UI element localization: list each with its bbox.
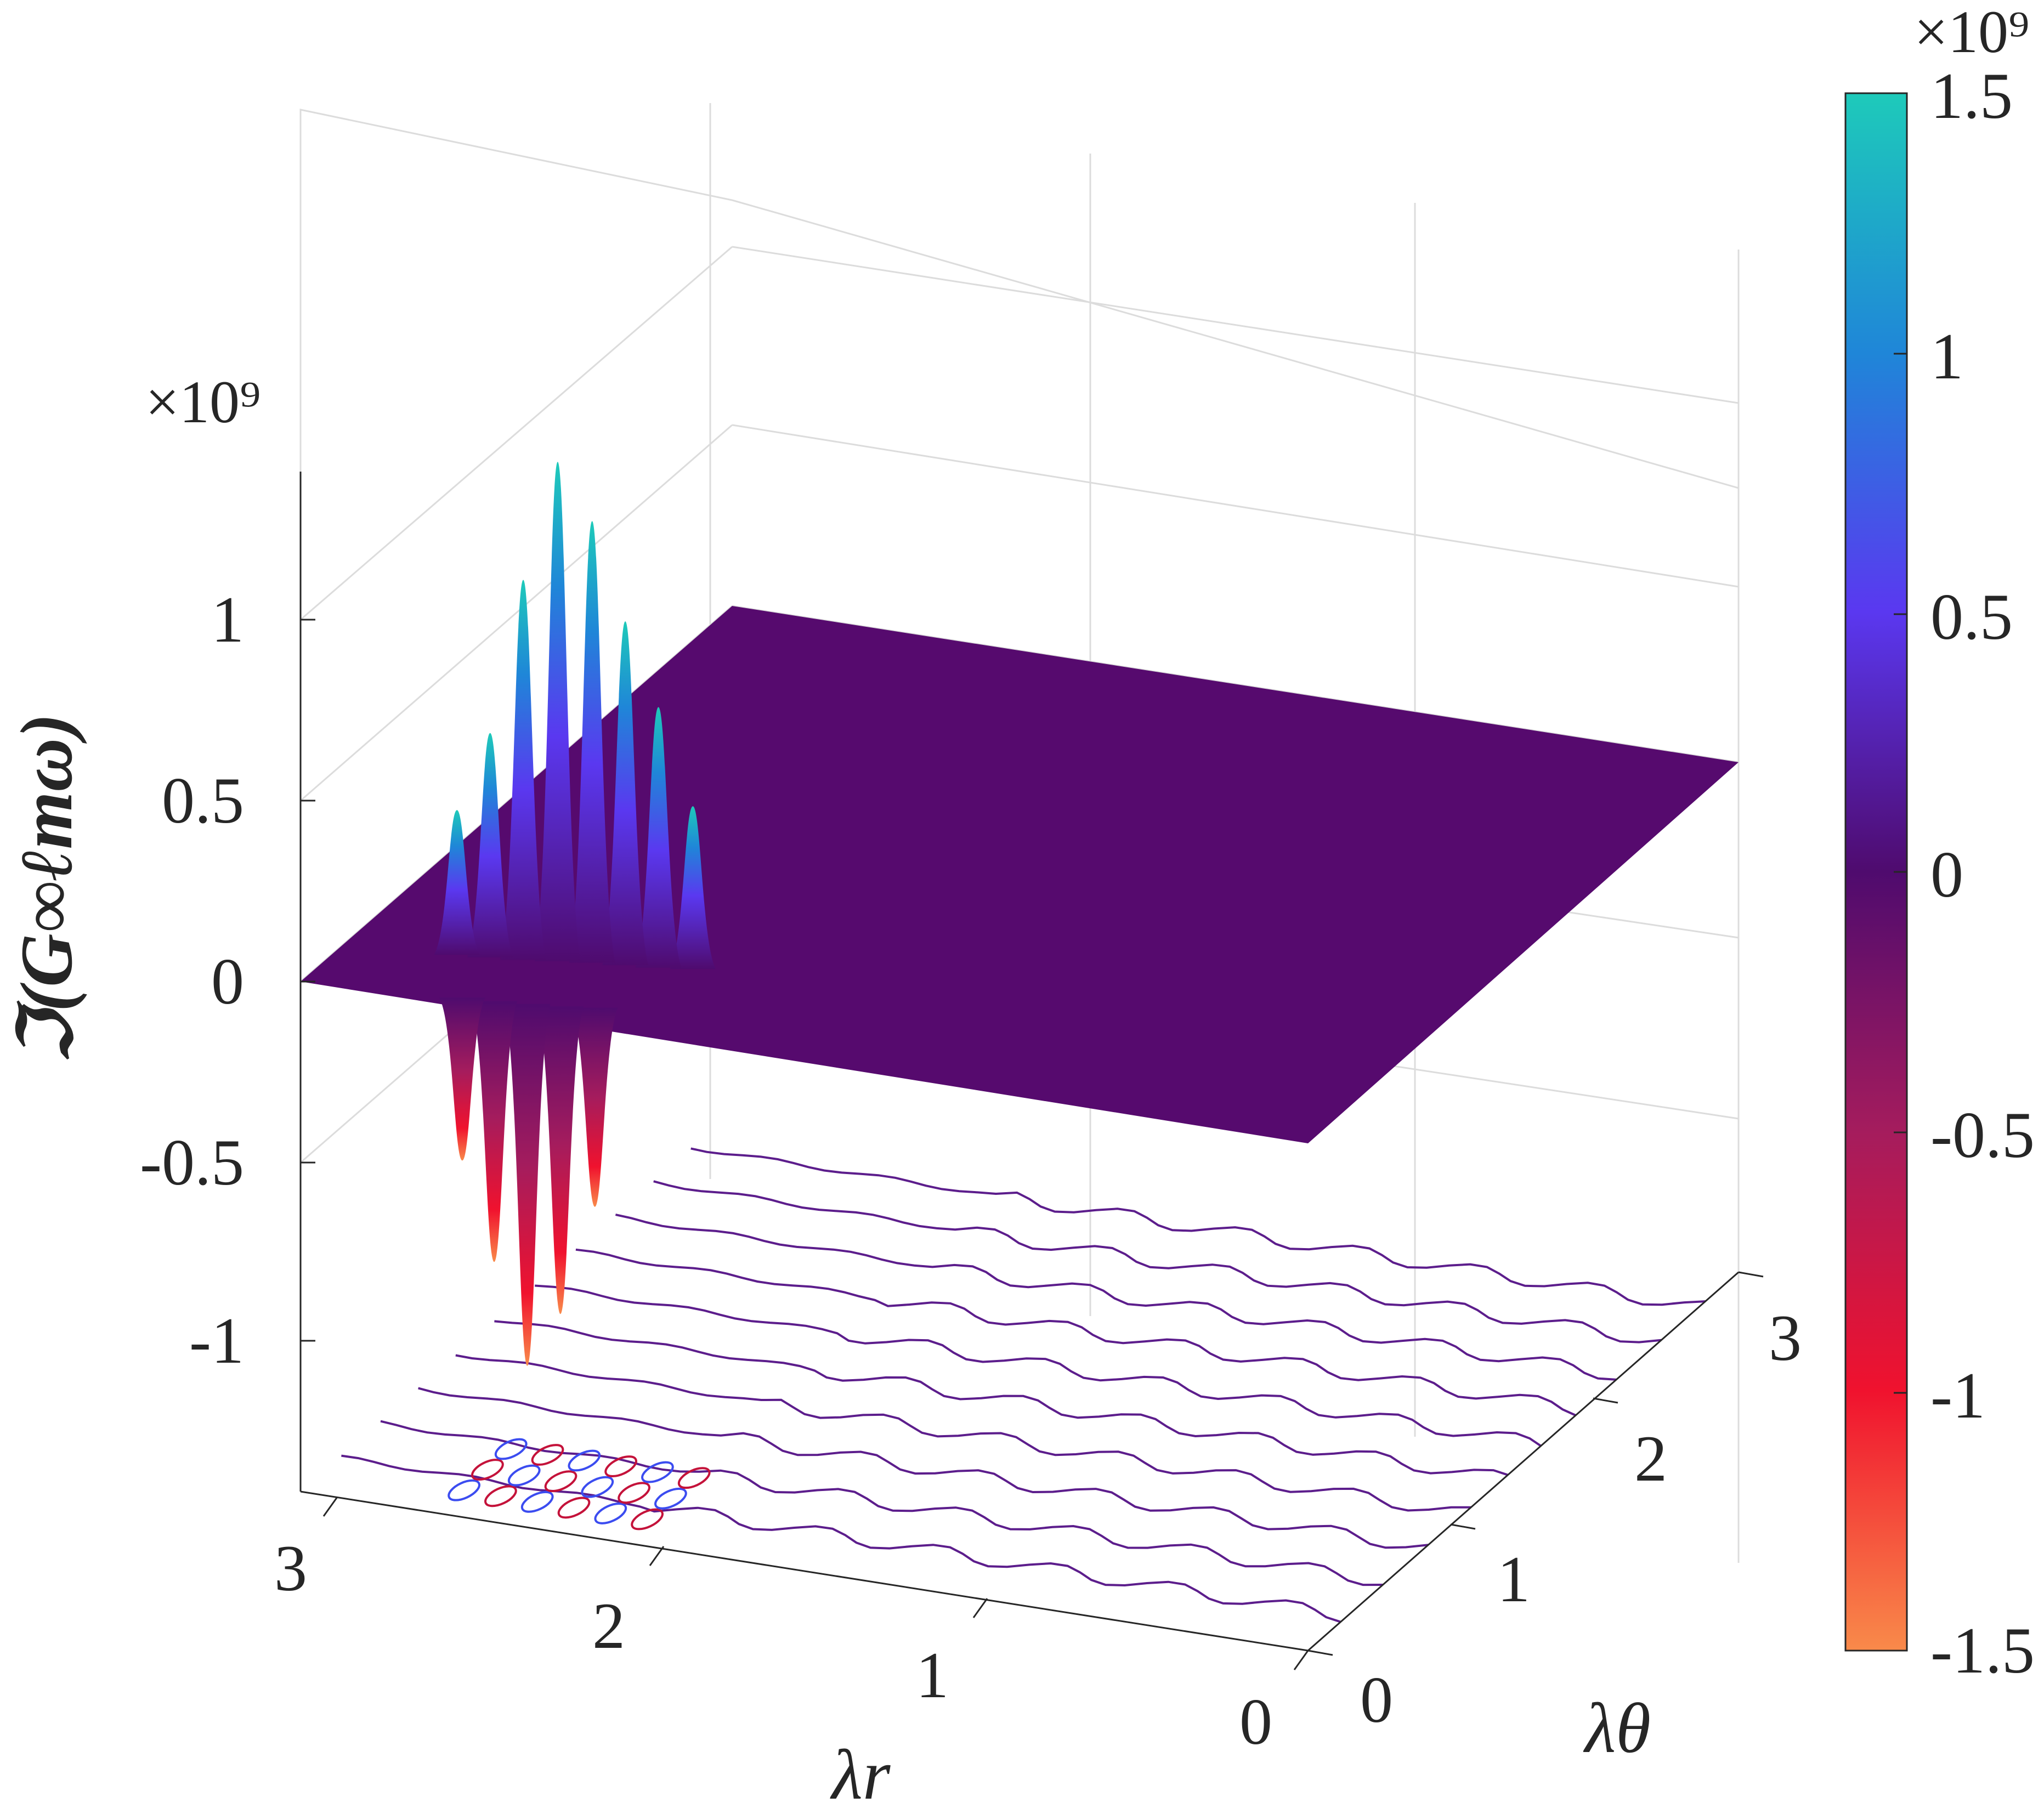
lambda-r-label: λr — [830, 1736, 891, 1814]
contour-ellipse — [594, 1502, 627, 1524]
contour-ellipse — [484, 1485, 517, 1507]
z-tick: 0 — [211, 945, 244, 1018]
contour-line — [653, 1180, 1662, 1344]
contour-ellipse — [507, 1464, 541, 1487]
z-axis-label: ℑ(G∞ℓmω) — [6, 713, 88, 1063]
contour-line — [535, 1284, 1542, 1447]
z-tick: 1 — [211, 583, 244, 656]
surface-trough — [571, 1007, 618, 1207]
z-tick: -0.5 — [140, 1126, 244, 1199]
z-tick: -1 — [189, 1304, 244, 1377]
contour-ellipse — [471, 1459, 504, 1481]
lambda-theta-tick: 1 — [1497, 1543, 1530, 1615]
contour-ellipse — [568, 1449, 601, 1472]
lambda-r-tick: 2 — [592, 1589, 625, 1662]
contour-line — [575, 1248, 1576, 1416]
contour-ellipse — [618, 1482, 650, 1504]
floor-contours — [341, 1147, 1706, 1623]
lambda-theta-label: λθ — [1583, 1689, 1651, 1768]
contour-ellipse — [654, 1487, 687, 1510]
contour-line — [690, 1147, 1706, 1306]
contour-ellipse — [494, 1438, 528, 1460]
surface-peak — [534, 462, 581, 962]
contour-ellipse — [448, 1479, 480, 1501]
contour-ellipse — [604, 1455, 637, 1478]
surface-trough — [504, 1004, 551, 1366]
contour-line — [494, 1320, 1509, 1476]
lambda-theta-tick: 0 — [1360, 1663, 1393, 1736]
lambda-theta-axis: 0 1 2 3 λθ — [1307, 1271, 1802, 1768]
contour-line — [341, 1454, 1341, 1623]
contour-ellipse — [531, 1444, 564, 1466]
lambda-theta-tick: 3 — [1769, 1301, 1802, 1374]
contour-line — [380, 1420, 1383, 1586]
surface-peak — [467, 733, 513, 957]
contour-line — [418, 1387, 1429, 1549]
surface-peak — [569, 521, 615, 963]
colorbar-exponent: ×10⁹ — [1914, 0, 2029, 65]
lambda-r-tick: 1 — [916, 1639, 949, 1711]
z-axis: 1 0.5 0 -0.5 -1 ×10⁹ ℑ(G∞ℓmω) — [6, 369, 315, 1492]
contour-ellipse — [557, 1496, 591, 1519]
lambda-r-axis: 3 2 1 0 λr — [274, 1490, 1309, 1814]
surface-trough — [439, 997, 485, 1161]
surface-peak — [434, 810, 480, 955]
colorbar-tick: -0.5 — [1930, 1098, 2035, 1171]
z-tick: 0.5 — [162, 764, 244, 837]
surface-trough — [471, 1001, 518, 1262]
colorbar-tick: 0 — [1930, 838, 1963, 911]
colorbar: ×10⁹ 1.5 1 0.5 0 -0.5 -1 -1.5 — [1844, 0, 2035, 1687]
surface-peak — [670, 806, 716, 970]
contour-line — [455, 1354, 1471, 1512]
colorbar-tick: -1.5 — [1930, 1614, 2035, 1687]
surface-trough — [537, 1006, 584, 1314]
contour-ellipse — [581, 1476, 614, 1498]
contour-ellipse — [641, 1461, 674, 1483]
lambda-r-tick: 0 — [1239, 1685, 1272, 1758]
contour-ellipse — [544, 1470, 577, 1493]
colorbar-tick: -1 — [1930, 1359, 1985, 1432]
surface-peaks — [434, 462, 716, 1366]
contour-ellipse — [677, 1467, 711, 1489]
lambda-theta-tick: 2 — [1634, 1422, 1667, 1495]
contour-line — [615, 1214, 1617, 1381]
z-exponent: ×10⁹ — [145, 369, 261, 435]
lambda-r-tick: 3 — [274, 1532, 307, 1605]
contour-ellipse — [631, 1508, 664, 1530]
surface-peak — [602, 621, 649, 966]
contour-ellipse — [520, 1490, 554, 1513]
surface-peak — [635, 707, 682, 968]
surface-peak — [500, 580, 547, 960]
colorbar-tick: 0.5 — [1930, 580, 2013, 653]
colorbar-tick: 1.5 — [1930, 59, 2013, 132]
colorbar-tick: 1 — [1930, 320, 1963, 393]
